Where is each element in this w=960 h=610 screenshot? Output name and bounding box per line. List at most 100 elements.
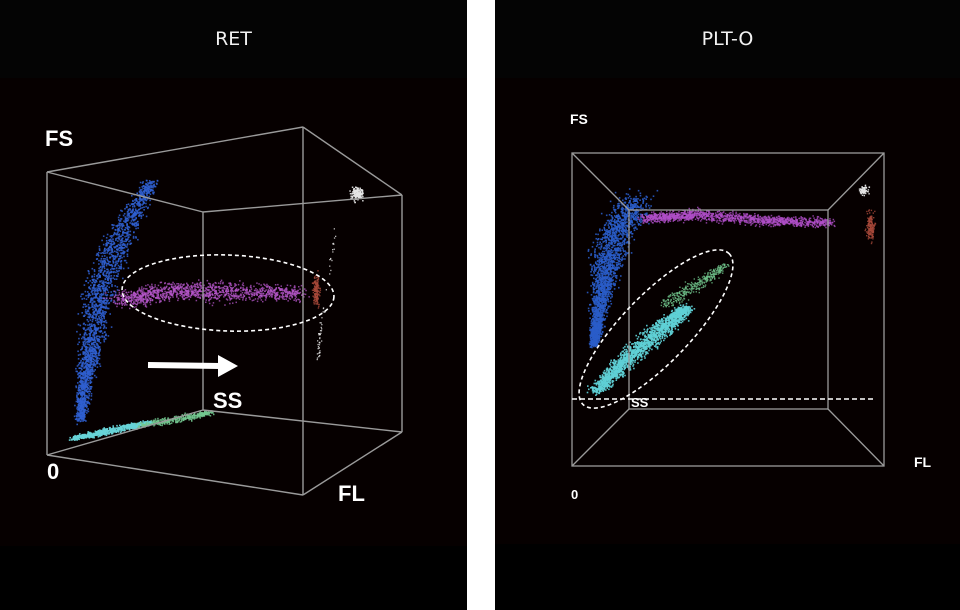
scatter-point: [313, 283, 315, 285]
scatter-point: [83, 284, 86, 286]
scatter-point: [110, 235, 113, 237]
scatter-point: [127, 210, 129, 213]
scatter-point: [85, 403, 87, 406]
scatter-point: [231, 288, 233, 291]
scatter-point: [104, 258, 107, 260]
scatter-point: [267, 293, 270, 296]
scatter-point: [285, 288, 287, 290]
scatter-point: [200, 287, 202, 289]
scatter-point: [123, 240, 126, 243]
scatter-point: [78, 386, 81, 389]
scatter-point: [135, 214, 137, 216]
scatter-point: [286, 293, 289, 296]
scatter-point: [204, 410, 206, 413]
scatter-point: [99, 348, 101, 350]
scatter-point: [127, 228, 129, 230]
scatter-point: [97, 321, 100, 323]
scatter-point: [160, 296, 163, 298]
scatter-point: [89, 378, 91, 380]
scatter-point: [231, 294, 233, 297]
scatter-point: [315, 284, 317, 287]
scatter-point: [317, 281, 319, 283]
scatter-point: [314, 282, 317, 284]
scatter-point: [110, 236, 113, 239]
scatter-point: [289, 295, 291, 297]
scatter-point: [218, 285, 221, 288]
scatter-point: [120, 218, 123, 220]
scatter-point: [105, 302, 107, 304]
scatter-point: [142, 291, 144, 293]
scatter-point: [271, 290, 273, 292]
scatter-point: [101, 260, 104, 263]
scatter-point: [135, 200, 138, 202]
scatter-point: [318, 334, 320, 336]
scatter-point: [90, 395, 93, 397]
scatter-point: [140, 296, 142, 298]
scatter-point: [92, 308, 94, 311]
scatter-point: [167, 420, 169, 422]
scatter-point: [144, 305, 147, 307]
scatter-point: [261, 286, 264, 289]
scatter-point: [291, 296, 293, 299]
scatter-point: [201, 413, 203, 415]
scatter-point: [251, 295, 253, 298]
scatter-point: [81, 348, 83, 350]
scatter-point: [108, 253, 111, 255]
scatter-point: [80, 365, 83, 367]
scatter-point: [102, 290, 105, 292]
scatter-point: [318, 352, 320, 354]
scatter-point: [122, 222, 124, 225]
scatter-point: [242, 299, 244, 301]
scatter-point: [279, 289, 281, 292]
scatter-point: [114, 295, 116, 298]
scatter-point: [78, 371, 81, 374]
scatter-point: [136, 210, 139, 212]
scatter-point: [134, 199, 136, 201]
scatter-point: [79, 385, 82, 388]
scatter-point: [290, 292, 293, 294]
scatter-point: [112, 243, 114, 246]
scatter-point: [317, 277, 320, 279]
scatter-point: [100, 257, 103, 260]
scatter-point: [98, 276, 101, 278]
scatter-point: [170, 293, 172, 296]
scatter-point: [186, 296, 188, 299]
scatter-point: [253, 289, 256, 292]
scatter-point: [260, 290, 262, 292]
scatter-point: [193, 291, 195, 294]
scatter-point: [236, 289, 238, 292]
box-edge: [46, 171, 204, 213]
scatter-point: [80, 401, 82, 403]
scatter-point: [203, 411, 206, 414]
scatter-point: [82, 393, 84, 396]
scatter-point: [185, 289, 187, 291]
scatter-point: [212, 411, 214, 413]
scatter-point: [176, 296, 178, 298]
scatter-point: [154, 286, 156, 288]
scatter-point: [144, 192, 146, 194]
scatter-point: [111, 432, 114, 435]
scatter-point: [88, 370, 90, 373]
ret-arrow: [147, 355, 238, 377]
scatter-point: [121, 210, 123, 212]
scatter-point: [124, 208, 126, 210]
scatter-point: [87, 354, 90, 356]
scatter-point: [106, 252, 109, 254]
scatter-point: [90, 284, 92, 287]
scatter-point: [98, 276, 100, 279]
scatter-point: [209, 294, 211, 297]
scatter-point: [187, 415, 189, 418]
scatter-point: [126, 291, 128, 294]
scatter-point: [85, 388, 88, 391]
scatter-point: [145, 183, 147, 186]
scatter-point: [87, 327, 90, 329]
scatter-point: [92, 435, 95, 438]
scatter-point: [141, 182, 144, 184]
scatter-point: [358, 195, 360, 197]
scatter-point: [101, 297, 103, 300]
scatter-point: [165, 293, 168, 295]
scatter-point: [120, 227, 123, 230]
scatter-point: [87, 294, 89, 297]
scatter-point: [211, 411, 213, 413]
scatter-point: [106, 289, 109, 291]
